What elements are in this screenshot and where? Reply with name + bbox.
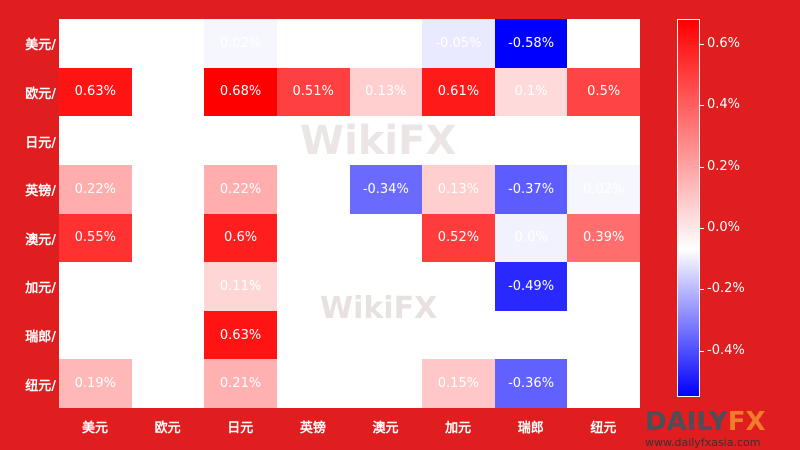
heatmap-cell: 0.02% — [204, 19, 277, 68]
heatmap-cell: 0.68% — [204, 67, 277, 117]
colorbar-tick-label: 0.6% — [707, 35, 741, 51]
dailyfx-logo: DAILYFX — [645, 408, 766, 436]
site-url: www.dailyfxasia.com — [645, 436, 761, 449]
column-label: 英镑 — [299, 421, 326, 436]
heatmap-cell: 0.15% — [422, 359, 495, 408]
colorbar-tick-label: 0.2% — [707, 158, 741, 174]
heatmap-cell: -0.34% — [349, 164, 423, 214]
colorbar — [677, 19, 700, 397]
heatmap-cell: 0.61% — [422, 67, 495, 117]
row-label: 美元/ — [25, 38, 56, 54]
column-label: 加元 — [445, 421, 472, 436]
row-label: 澳元/ — [25, 232, 56, 248]
row-label: 英镑/ — [25, 184, 56, 200]
column-label: 瑞郎 — [517, 421, 544, 436]
heatmap-cell: 0.02% — [567, 164, 640, 214]
heatmap-cell: -0.05% — [422, 19, 495, 68]
colorbar-tick-label: -0.2% — [707, 281, 745, 297]
heatmap-cell: 0.63% — [204, 310, 277, 360]
heatmap-plot: 0.02% -0.05% -0.58% 0.63% 0.68% 0.51% 0.13% 0.6… — [59, 19, 640, 408]
heatmap-cell: -0.37% — [494, 164, 568, 214]
heatmap-cell: -0.49% — [494, 262, 568, 311]
column-label: 澳元 — [372, 421, 399, 436]
heatmap-cell: 0.0% — [494, 213, 568, 263]
column-label: 纽元 — [590, 421, 617, 436]
heatmap-cell: 0.22% — [204, 164, 277, 214]
colorbar-tick-mark — [700, 105, 704, 107]
row-label: 纽元/ — [25, 378, 56, 394]
heatmap-cell: -0.58% — [494, 19, 568, 68]
colorbar-tick-label: 0.0% — [707, 219, 741, 235]
watermark-center: WikiFX — [300, 118, 457, 164]
colorbar-tick-mark — [700, 227, 704, 229]
row-label: 欧元/ — [25, 86, 56, 102]
heatmap-cell: 0.63% — [59, 67, 132, 117]
heatmap-cell: -0.36% — [494, 359, 568, 408]
heatmap-cell: 0.39% — [567, 213, 640, 263]
heatmap-cell: 0.5% — [567, 67, 640, 117]
row-label: 瑞郎/ — [25, 330, 56, 346]
colorbar-tick-mark — [700, 289, 704, 291]
colorbar-tick-label: 0.4% — [707, 97, 741, 113]
heatmap-cell: 0.13% — [422, 164, 495, 214]
heatmap-cell: 0.11% — [204, 262, 277, 311]
colorbar-tick-mark — [700, 166, 704, 168]
column-label: 美元 — [81, 421, 108, 436]
heatmap-cell: 0.52% — [422, 213, 495, 263]
colorbar-tick-mark — [700, 350, 704, 352]
column-label: 欧元 — [154, 421, 181, 436]
colorbar-tick-mark — [700, 43, 704, 45]
heatmap-cell: 0.21% — [204, 359, 277, 408]
heatmap-cell: 0.51% — [276, 67, 350, 117]
heatmap-cell: 0.19% — [59, 359, 132, 408]
heatmap-cell: 0.1% — [494, 67, 568, 117]
column-label: 日元 — [227, 421, 254, 436]
wikifx-watermark: WikiFX — [320, 291, 438, 326]
row-label: 加元/ — [25, 281, 56, 297]
heatmap-cell: 0.55% — [59, 213, 132, 263]
row-label: 日元/ — [25, 135, 56, 151]
heatmap-cell: 0.13% — [349, 67, 423, 117]
logo-daily: DAILY — [645, 407, 728, 437]
logo-fx: FX — [727, 407, 766, 437]
colorbar-tick-label: -0.4% — [707, 342, 745, 358]
heatmap-cell: 0.6% — [204, 213, 277, 263]
heatmap-cell: 0.22% — [59, 164, 132, 214]
